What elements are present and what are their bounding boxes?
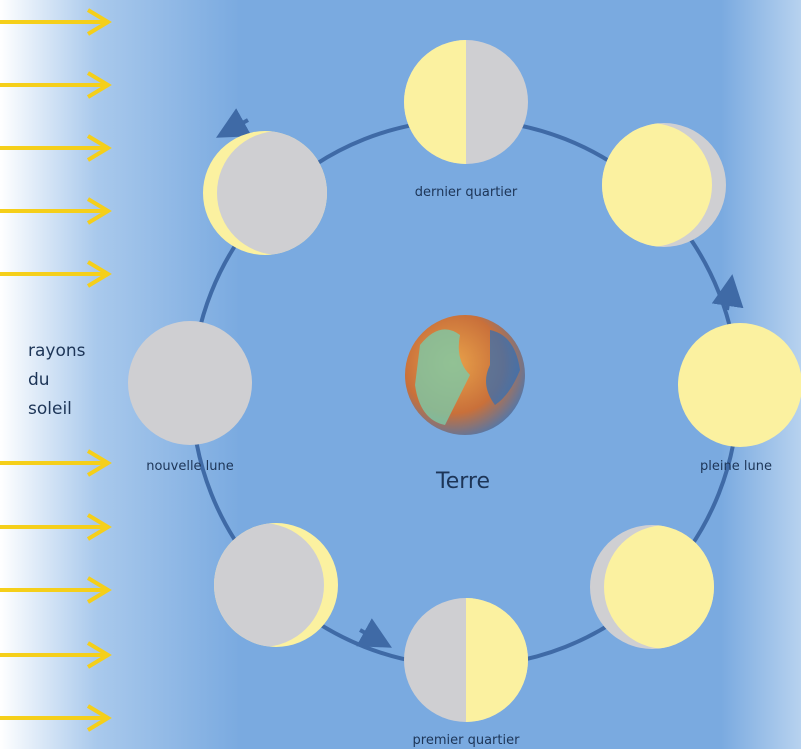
sun-label-line: soleil (28, 399, 72, 419)
phase-label: premier quartier (413, 733, 521, 748)
moon-waning-gibbous (602, 123, 726, 247)
earth-label: Terre (435, 469, 490, 494)
sun-label-line: rayons (28, 341, 86, 361)
sun-rays (0, 8, 112, 732)
orbit-arrow (216, 108, 252, 138)
moon-waxing-gibbous (590, 525, 714, 649)
moon-first-quarter (404, 598, 528, 722)
moon-full (678, 323, 801, 447)
moon-waxing-crescent (214, 523, 338, 647)
sun-label-line: du (28, 370, 50, 390)
moon-new (128, 321, 252, 445)
orbit-arrow (711, 274, 744, 311)
moon-waning-crescent (203, 131, 327, 255)
earth (405, 315, 525, 435)
phase-label: pleine lune (700, 459, 772, 474)
moon-last-quarter (404, 40, 528, 164)
orbit-arrow (356, 618, 392, 648)
phase-label: dernier quartier (415, 185, 518, 200)
phase-label: nouvelle lune (146, 459, 234, 474)
